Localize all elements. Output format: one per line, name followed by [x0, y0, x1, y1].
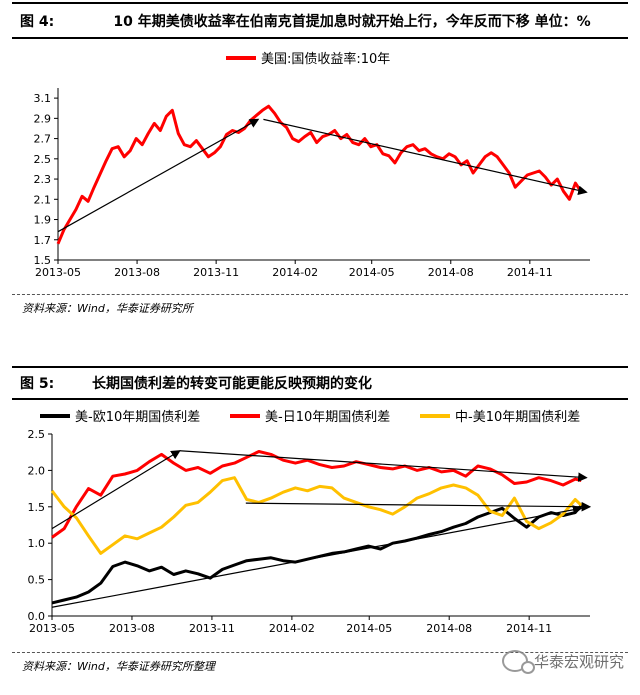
legend-label: 美国:国债收益率:10年 — [261, 51, 390, 67]
trend-arrow — [57, 118, 260, 233]
y-tick-label: 2.9 — [34, 112, 52, 125]
x-tick-label: 2014-05 — [346, 622, 392, 635]
x-tick-label: 2013-08 — [109, 622, 155, 635]
y-tick-label: 2.5 — [28, 428, 46, 441]
y-tick-label: 2.3 — [34, 173, 52, 186]
figure-5-header: 图 5: 长期国债利差的转变可能更能反映预期的变化 — [12, 368, 628, 398]
x-tick-label: 2014-05 — [349, 266, 395, 279]
watermark-text: 华泰宏观研究 — [533, 652, 624, 671]
x-tick-label: 2013-11 — [193, 266, 239, 279]
x-tick-label: 2014-02 — [272, 266, 318, 279]
wechat-icon — [501, 650, 535, 674]
series-line-1 — [56, 104, 583, 245]
x-tick-label: 2013-08 — [114, 266, 160, 279]
x-tick-label: 2013-05 — [35, 266, 81, 279]
figure-4-header-rule — [12, 37, 628, 39]
y-tick-label: 3.1 — [34, 92, 52, 105]
x-tick-label: 2013-05 — [29, 622, 75, 635]
figure-5-top-rule — [12, 366, 628, 368]
figure-5-title: 长期国债利差的转变可能更能反映预期的变化 — [92, 376, 372, 392]
figure-5-source: 资料来源：Wind，华泰证券研究所整理 — [22, 660, 215, 673]
x-tick-label: 2014-08 — [426, 622, 472, 635]
figure-4-title: 10 年期美债收益率在伯南克首提加息时就开始上行，今年反而下移 单位：% — [113, 14, 591, 30]
yield-spread-chart: 0.0 0.5 1.0 1.5 2.0 2.5 2013-05 2013-08 2013-11 2… — [28, 410, 592, 635]
trend-arrow — [51, 450, 181, 530]
figure-top-rule — [12, 2, 628, 4]
trend-arrow — [245, 501, 592, 512]
y-tick-label: 2.0 — [28, 464, 46, 477]
y-tick-label: 2.1 — [34, 193, 52, 206]
x-tick-label: 2013-11 — [189, 622, 235, 635]
y-tick-label: 0.0 — [28, 610, 46, 623]
figure-5-source-rule — [12, 652, 628, 653]
y-tick-label: 0.5 — [28, 574, 46, 587]
y-tick-label: 1.0 — [28, 537, 46, 550]
series-line-3 — [50, 476, 583, 555]
figure-4-number: 图 4: — [20, 14, 55, 30]
trend-arrow — [51, 505, 583, 608]
trend-arrow — [263, 118, 588, 196]
legend-label: 美-日10年期国债利差 — [265, 410, 390, 425]
y-tick-label: 1.7 — [34, 234, 52, 247]
x-tick-label: 2014-08 — [428, 266, 474, 279]
figure-5-header-rule — [12, 398, 628, 400]
treasury-yield-chart: 1.5 1.7 1.9 2.1 2.3 2.5 2.7 2.9 3.1 2013-05 2013-0… — [34, 51, 590, 279]
series-line-2 — [51, 450, 582, 539]
y-tick-label: 2.5 — [34, 153, 52, 166]
trend-arrow — [179, 450, 588, 482]
legend-label: 美-欧10年期国债利差 — [75, 410, 200, 425]
figure-4-source: 资料来源：Wind，华泰证券研究所 — [22, 302, 193, 315]
y-tick-label: 2.7 — [34, 133, 52, 146]
figure-5-number: 图 5: — [20, 376, 55, 392]
x-tick-label: 2014-11 — [506, 622, 552, 635]
x-tick-label: 2014-11 — [507, 266, 553, 279]
series-line-1 — [51, 504, 583, 605]
figure-4-source-rule — [12, 294, 628, 295]
watermark: 华泰宏观研究 — [501, 650, 624, 674]
y-tick-label: 1.5 — [34, 254, 52, 267]
y-tick-label: 1.9 — [34, 214, 52, 227]
legend-label: 中-美10年期国债利差 — [455, 410, 580, 425]
y-tick-label: 1.5 — [28, 501, 46, 514]
x-tick-label: 2014-02 — [269, 622, 315, 635]
figure-4-header: 图 4: 10 年期美债收益率在伯南克首提加息时就开始上行，今年反而下移 单位：… — [12, 6, 628, 36]
